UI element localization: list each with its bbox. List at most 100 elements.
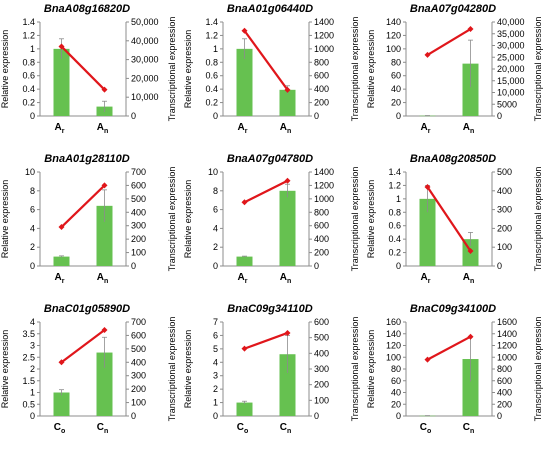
- right-tick-label: 400: [314, 84, 329, 94]
- left-tick-label: 2: [30, 364, 35, 374]
- right-tick-label: 40,000: [497, 17, 525, 27]
- category-label: An: [97, 272, 109, 285]
- left-tick-label: 0.5: [22, 399, 35, 409]
- right-tick-label: 1000: [314, 44, 334, 54]
- right-axis-title: Transcriptional expression: [167, 167, 177, 272]
- right-tick-label: 50,000: [131, 17, 159, 27]
- right-tick-label: 1400: [497, 329, 517, 339]
- category-label: Ar: [238, 122, 248, 135]
- category-label: Co: [54, 422, 66, 435]
- left-tick-label: 0: [30, 411, 35, 421]
- left-tick-label: 100: [386, 352, 401, 362]
- left-tick-label: 1.4: [388, 167, 401, 177]
- right-tick-label: 10,000: [497, 88, 525, 98]
- right-tick-label: 200: [314, 248, 329, 258]
- right-tick-label: 1400: [314, 17, 334, 27]
- right-tick-label: 300: [314, 364, 329, 374]
- left-tick-label: 0.8: [205, 57, 218, 67]
- line-point: [242, 346, 248, 352]
- right-tick-label: 0: [497, 261, 502, 271]
- left-tick-label: 0.6: [22, 71, 35, 81]
- right-tick-label: 700: [131, 167, 146, 177]
- right-tick-label: 200: [314, 98, 329, 108]
- left-tick-label: 40: [391, 84, 401, 94]
- left-tick-label: 0.6: [388, 221, 401, 231]
- right-tick-label: 400: [497, 388, 512, 398]
- right-tick-label: 100: [314, 395, 329, 405]
- right-tick-label: 0: [131, 411, 136, 421]
- right-tick-label: 0: [131, 111, 136, 121]
- category-label: Ar: [421, 122, 431, 135]
- category-label: Ar: [55, 122, 65, 135]
- left-tick-label: 0.2: [388, 248, 401, 258]
- right-tick-label: 100: [131, 248, 146, 258]
- left-tick-label: 2: [213, 384, 218, 394]
- right-tick-label: 200: [497, 223, 512, 233]
- left-tick-label: 4: [213, 223, 218, 233]
- chart-title: BnaA08g20850D: [410, 153, 496, 165]
- right-tick-label: 1200: [314, 30, 334, 40]
- left-tick-label: 0: [30, 261, 35, 271]
- right-tick-label: 600: [131, 330, 146, 340]
- left-axis-title: Relative expression: [366, 30, 376, 109]
- left-tick-label: 0.6: [205, 71, 218, 81]
- left-tick-label: 140: [386, 17, 401, 27]
- category-label: Cn: [280, 422, 292, 435]
- left-tick-label: 2: [213, 242, 218, 252]
- left-tick-label: 80: [391, 57, 401, 67]
- left-tick-label: 2.5: [22, 352, 35, 362]
- right-tick-label: 1200: [497, 341, 517, 351]
- left-tick-label: 1: [30, 388, 35, 398]
- left-tick-label: 6: [213, 330, 218, 340]
- chart-panel: BnaA01g06440D 0 0.2 0.4 0.6 0.8 1 1.2 1.4 0 200 400…: [183, 3, 360, 135]
- left-tick-label: 0.4: [205, 84, 218, 94]
- bar: [54, 257, 70, 266]
- right-tick-label: 800: [314, 207, 329, 217]
- bar: [54, 393, 70, 417]
- left-axis-title: Relative expression: [0, 330, 10, 409]
- right-tick-label: 10,000: [131, 92, 159, 102]
- left-tick-label: 8: [30, 186, 35, 196]
- category-label: Cn: [97, 422, 109, 435]
- chart-title: BnaA08g16820D: [44, 3, 130, 15]
- chart-panel: BnaA08g16820D 0 0.2 0.4 0.6 0.8 1 1.2 1.4 0 10,000…: [0, 3, 177, 135]
- right-tick-label: 200: [131, 384, 146, 394]
- right-tick-label: 0: [314, 411, 319, 421]
- left-tick-label: 4: [30, 317, 35, 327]
- right-tick-label: 30,000: [497, 41, 525, 51]
- left-tick-label: 160: [386, 317, 401, 327]
- left-tick-label: 3: [213, 371, 218, 381]
- left-tick-label: 5: [213, 344, 218, 354]
- right-tick-label: 500: [314, 333, 329, 343]
- left-tick-label: 4: [30, 223, 35, 233]
- left-axis-title: Relative expression: [0, 180, 10, 259]
- left-tick-label: 0: [213, 411, 218, 421]
- right-tick-label: 500: [497, 167, 512, 177]
- chart-panel: BnaA08g20850D00.20.40.60.811.21.40100200…: [366, 153, 543, 285]
- left-tick-label: 40: [391, 388, 401, 398]
- right-tick-label: 30,000: [131, 55, 159, 65]
- right-tick-label: 700: [131, 317, 146, 327]
- left-tick-label: 4: [213, 357, 218, 367]
- right-axis-title: Transcriptional expression: [533, 317, 543, 422]
- bar: [237, 403, 253, 416]
- right-tick-label: 1200: [314, 180, 334, 190]
- line-series: [245, 333, 288, 349]
- right-tick-label: 20,000: [131, 73, 159, 83]
- category-label: Ar: [238, 272, 248, 285]
- left-tick-label: 140: [386, 329, 401, 339]
- left-axis-title: Relative expression: [366, 180, 376, 259]
- right-axis-title: Transcriptional expression: [350, 17, 360, 122]
- left-tick-label: 0.2: [22, 98, 35, 108]
- bar: [280, 191, 296, 266]
- right-tick-label: 400: [131, 207, 146, 217]
- chart-title: BnaC01g05890D: [44, 303, 130, 315]
- line-series: [428, 29, 471, 55]
- right-tick-label: 200: [131, 234, 146, 244]
- bar: [237, 257, 253, 266]
- left-tick-label: 20: [391, 98, 401, 108]
- left-tick-label: 3: [30, 341, 35, 351]
- right-tick-label: 300: [497, 205, 512, 215]
- chart-title: BnaA07g04280D: [410, 3, 496, 15]
- chart-title: BnaA01g28110D: [44, 153, 129, 165]
